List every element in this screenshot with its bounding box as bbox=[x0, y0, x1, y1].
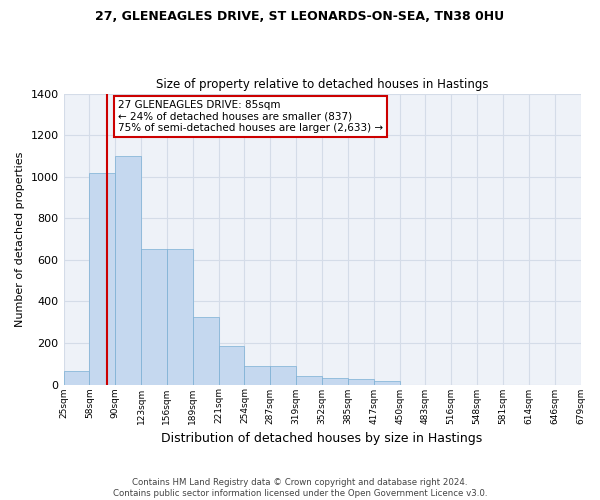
Y-axis label: Number of detached properties: Number of detached properties bbox=[15, 152, 25, 326]
X-axis label: Distribution of detached houses by size in Hastings: Distribution of detached houses by size … bbox=[161, 432, 482, 445]
Bar bbox=[374, 382, 400, 384]
Bar bbox=[296, 376, 322, 384]
Text: 27, GLENEAGLES DRIVE, ST LEONARDS-ON-SEA, TN38 0HU: 27, GLENEAGLES DRIVE, ST LEONARDS-ON-SEA… bbox=[95, 10, 505, 23]
Text: 27 GLENEAGLES DRIVE: 85sqm
← 24% of detached houses are smaller (837)
75% of sem: 27 GLENEAGLES DRIVE: 85sqm ← 24% of deta… bbox=[118, 100, 383, 133]
Bar bbox=[218, 346, 244, 385]
Text: Contains HM Land Registry data © Crown copyright and database right 2024.
Contai: Contains HM Land Registry data © Crown c… bbox=[113, 478, 487, 498]
Bar bbox=[244, 366, 271, 384]
Bar bbox=[64, 371, 89, 384]
Bar bbox=[167, 250, 193, 384]
Bar bbox=[322, 378, 348, 384]
Title: Size of property relative to detached houses in Hastings: Size of property relative to detached ho… bbox=[156, 78, 488, 91]
Bar bbox=[348, 380, 374, 384]
Bar bbox=[115, 156, 141, 384]
Bar bbox=[271, 366, 296, 384]
Bar bbox=[89, 172, 115, 384]
Bar bbox=[193, 317, 218, 384]
Bar bbox=[141, 250, 167, 384]
